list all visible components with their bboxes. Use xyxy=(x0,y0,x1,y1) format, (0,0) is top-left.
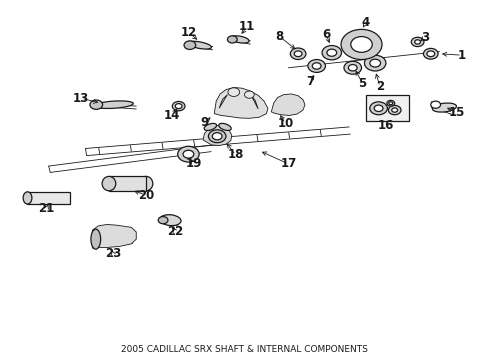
Ellipse shape xyxy=(218,123,231,130)
Bar xyxy=(109,176,146,191)
Text: 5: 5 xyxy=(358,77,366,90)
Circle shape xyxy=(343,61,361,74)
Circle shape xyxy=(386,100,394,106)
Ellipse shape xyxy=(94,101,133,108)
Circle shape xyxy=(423,48,437,59)
Text: 7: 7 xyxy=(305,75,313,88)
Polygon shape xyxy=(92,225,136,248)
Text: 1: 1 xyxy=(457,49,465,62)
Circle shape xyxy=(244,91,254,98)
Circle shape xyxy=(414,40,420,44)
Text: 14: 14 xyxy=(164,109,180,122)
Ellipse shape xyxy=(430,101,440,108)
Circle shape xyxy=(426,51,434,57)
Polygon shape xyxy=(214,87,267,118)
Circle shape xyxy=(172,102,184,111)
Text: 9: 9 xyxy=(200,116,208,129)
Text: 11: 11 xyxy=(238,21,255,33)
Ellipse shape xyxy=(203,123,216,130)
Text: 17: 17 xyxy=(280,157,296,170)
Polygon shape xyxy=(219,95,227,108)
Circle shape xyxy=(175,104,182,109)
Text: 23: 23 xyxy=(104,247,121,260)
Text: 19: 19 xyxy=(185,157,202,170)
Polygon shape xyxy=(271,94,305,116)
FancyBboxPatch shape xyxy=(366,95,408,121)
Circle shape xyxy=(312,63,321,69)
Text: 16: 16 xyxy=(377,119,393,132)
Text: 10: 10 xyxy=(277,117,293,130)
Text: 2: 2 xyxy=(375,80,384,93)
Polygon shape xyxy=(203,126,231,145)
Circle shape xyxy=(350,37,371,52)
Circle shape xyxy=(387,105,400,115)
Circle shape xyxy=(290,48,305,59)
Polygon shape xyxy=(251,96,258,109)
Text: 21: 21 xyxy=(39,202,55,215)
Text: 8: 8 xyxy=(275,30,283,43)
Circle shape xyxy=(340,30,381,59)
Circle shape xyxy=(158,217,167,224)
Circle shape xyxy=(364,55,385,71)
Circle shape xyxy=(322,45,341,60)
Text: 3: 3 xyxy=(420,31,428,44)
Ellipse shape xyxy=(91,229,101,249)
Ellipse shape xyxy=(187,41,211,49)
Circle shape xyxy=(326,49,336,56)
Text: 2005 CADILLAC SRX SHAFT & INTERNAL COMPONENTS: 2005 CADILLAC SRX SHAFT & INTERNAL COMPO… xyxy=(121,345,367,354)
Circle shape xyxy=(183,150,193,158)
Ellipse shape xyxy=(139,176,153,191)
Circle shape xyxy=(391,108,397,112)
Ellipse shape xyxy=(431,103,455,112)
Text: 18: 18 xyxy=(227,148,244,161)
Text: 6: 6 xyxy=(321,28,329,41)
Text: 15: 15 xyxy=(447,106,464,119)
Circle shape xyxy=(347,64,356,71)
Ellipse shape xyxy=(230,36,248,43)
Ellipse shape xyxy=(160,215,181,226)
Circle shape xyxy=(373,105,382,112)
Ellipse shape xyxy=(102,176,116,191)
Text: 20: 20 xyxy=(138,189,154,202)
Text: 12: 12 xyxy=(180,26,196,39)
Text: 4: 4 xyxy=(361,17,369,30)
Circle shape xyxy=(369,59,380,67)
Bar xyxy=(26,192,70,204)
Ellipse shape xyxy=(183,41,195,49)
Circle shape xyxy=(227,88,239,96)
Circle shape xyxy=(307,59,325,72)
Circle shape xyxy=(208,130,225,143)
Text: 13: 13 xyxy=(73,92,89,105)
Circle shape xyxy=(388,102,392,105)
Ellipse shape xyxy=(23,192,32,204)
Circle shape xyxy=(369,102,386,115)
Circle shape xyxy=(90,100,102,109)
Circle shape xyxy=(212,133,222,140)
Circle shape xyxy=(410,37,423,46)
Ellipse shape xyxy=(227,36,237,43)
Text: 22: 22 xyxy=(167,225,183,238)
Circle shape xyxy=(294,51,302,57)
Circle shape xyxy=(177,146,199,162)
